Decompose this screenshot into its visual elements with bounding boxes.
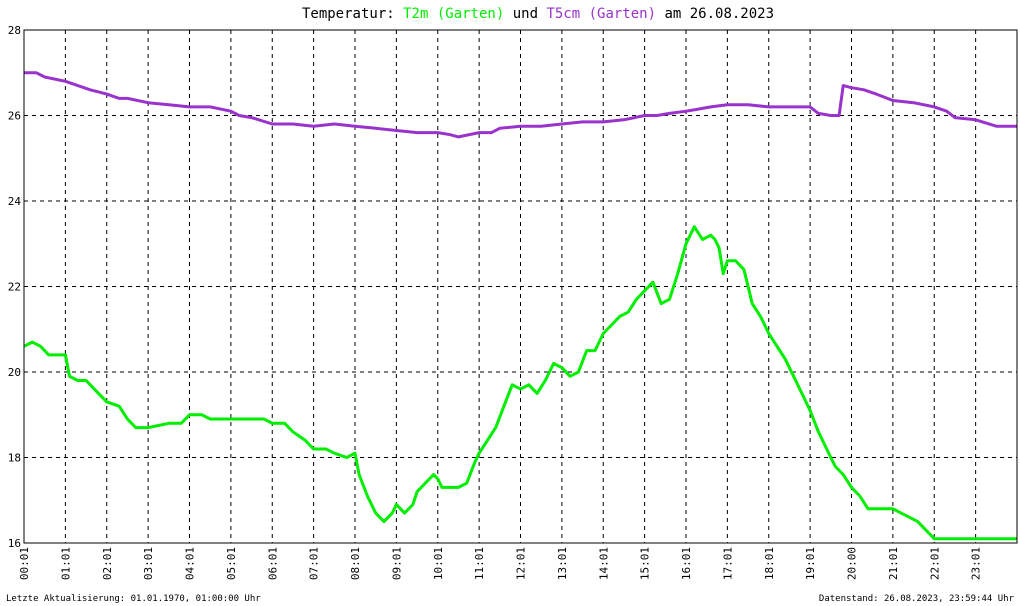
x-tick-label: 20:00 [846, 547, 859, 580]
x-tick-label: 06:01 [266, 547, 279, 580]
plot-frame [23, 29, 1018, 544]
x-tick-label: 02:01 [101, 547, 114, 580]
y-tick-label: 24 [8, 195, 22, 208]
x-tick-label: 11:01 [473, 547, 486, 580]
x-tick-label: 16:01 [680, 547, 693, 580]
title-middle: und [504, 6, 546, 22]
x-tick-label: 05:01 [225, 547, 238, 580]
x-tick-label: 18:01 [763, 547, 776, 580]
title-prefix: Temperatur: [302, 6, 403, 22]
x-tick-label: 19:01 [804, 547, 817, 580]
y-tick-label: 26 [8, 110, 21, 123]
x-tick-label: 07:01 [308, 547, 321, 580]
title-series1: T2m (Garten) [403, 6, 504, 22]
y-tick-label: 28 [8, 24, 21, 37]
x-tick-label: 15:01 [639, 547, 652, 580]
y-axis: 16 18 20 22 24 26 28 [8, 24, 22, 550]
x-tick-label: 09:01 [390, 547, 403, 580]
y-tick-label: 18 [8, 452, 21, 465]
x-tick-label: 00:01 [18, 547, 31, 580]
x-tick-label: 17:01 [721, 547, 734, 580]
x-tick-label: 22:01 [928, 547, 941, 580]
x-tick-label: 04:01 [184, 547, 197, 580]
title-series2: T5cm (Garten) [546, 6, 656, 22]
chart-title: Temperatur: T2m (Garten) und T5cm (Garte… [302, 6, 774, 22]
x-tick-label: 12:01 [515, 547, 528, 580]
series-line-t5cm [24, 71, 1017, 139]
footer-right: Datenstand: 26.08.2023, 23:59:44 Uhr [819, 594, 1015, 604]
x-tick-label: 08:01 [349, 547, 362, 580]
x-tick-label: 01:01 [59, 547, 72, 580]
y-tick-label: 16 [8, 537, 21, 550]
y-tick-label: 20 [8, 366, 21, 379]
title-suffix: am 26.08.2023 [656, 6, 774, 22]
x-tick-label: 03:01 [142, 547, 155, 580]
series-lines [23, 71, 1018, 541]
grid [24, 30, 1017, 543]
x-tick-label: 23:01 [970, 547, 983, 580]
x-tick-label: 21:01 [887, 547, 900, 580]
x-tick-label: 10:01 [432, 547, 445, 580]
footer-left: Letzte Aktualisierung: 01.01.1970, 01:00… [6, 594, 261, 604]
x-axis: 00:01 01:01 02:01 03:01 04:01 05:01 06:01 07:01… [18, 547, 983, 580]
x-tick-label: 13:01 [556, 547, 569, 580]
y-tick-label: 22 [8, 281, 21, 294]
x-tick-label: 14:01 [597, 547, 610, 580]
